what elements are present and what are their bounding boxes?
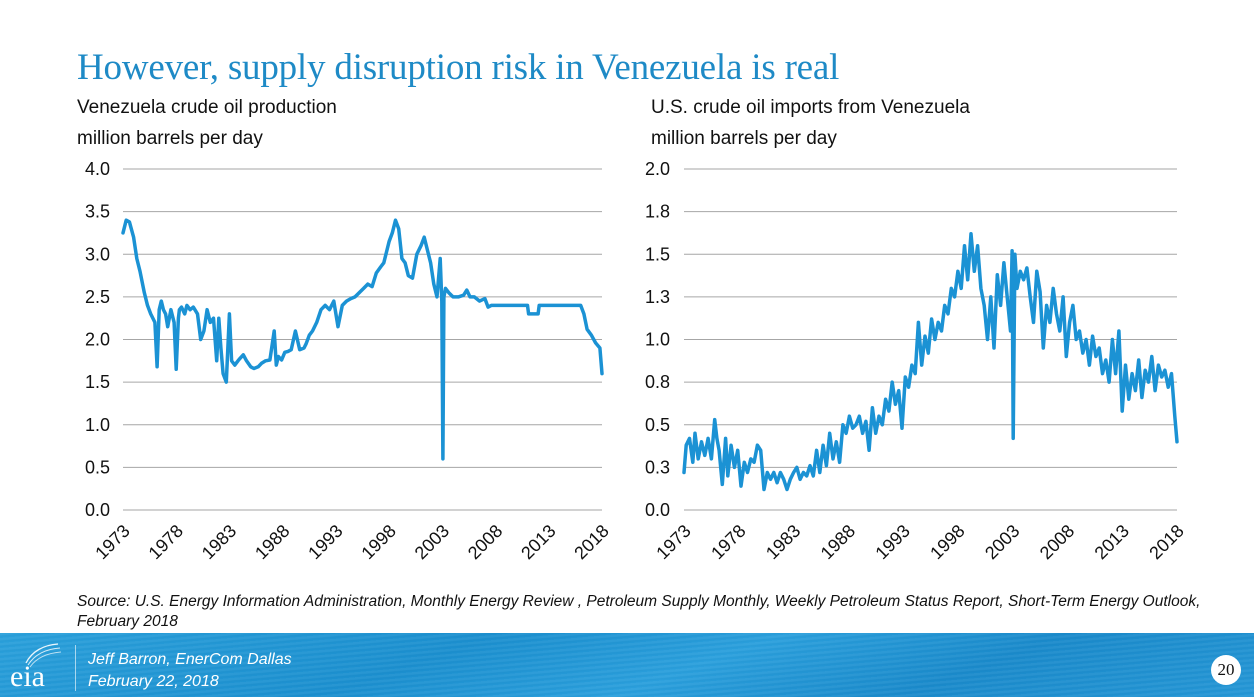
footer-divider <box>75 645 76 691</box>
footer-texture <box>0 633 1254 697</box>
y-tick-label: 0.3 <box>645 457 670 477</box>
x-tick-label: 1998 <box>926 521 968 563</box>
x-tick-label: 2003 <box>981 521 1023 563</box>
x-tick-label: 2008 <box>1036 521 1078 563</box>
x-tick-label: 1988 <box>817 521 859 563</box>
y-tick-label: 2.0 <box>85 330 110 350</box>
y-tick-label: 4.0 <box>85 159 110 179</box>
left-chart-title: Venezuela crude oil production <box>77 97 337 118</box>
y-tick-label: 2.5 <box>85 287 110 307</box>
y-tick-label: 2.0 <box>645 159 670 179</box>
y-tick-label: 0.5 <box>85 457 110 477</box>
page-number: 20 <box>1211 655 1241 685</box>
x-tick-label: 1993 <box>871 521 913 563</box>
y-tick-label: 3.5 <box>85 202 110 222</box>
footer-bar: eia Jeff Barron, EnerCom Dallas February… <box>0 633 1254 697</box>
source-note: Source: U.S. Energy Information Administ… <box>77 593 1201 630</box>
y-tick-label: 1.0 <box>85 415 110 435</box>
eia-logo-icon: eia <box>10 643 62 691</box>
x-tick-label: 1973 <box>652 521 694 563</box>
series-line <box>121 218 604 461</box>
y-tick-label: 0.0 <box>85 500 110 520</box>
y-tick-label: 1.0 <box>645 330 670 350</box>
y-tick-label: 0.5 <box>645 415 670 435</box>
logo-text: eia <box>10 660 45 691</box>
x-tick-label: 2018 <box>1145 521 1187 563</box>
y-tick-label: 0.8 <box>645 372 670 392</box>
left-chart-ylabel: million barrels per day <box>77 128 263 149</box>
y-tick-label: 3.0 <box>85 244 110 264</box>
y-tick-label: 1.5 <box>85 372 110 392</box>
x-tick-label: 1983 <box>762 521 804 563</box>
y-tick-label: 0.0 <box>645 500 670 520</box>
y-tick-label: 1.8 <box>645 202 670 222</box>
slide-title: However, supply disruption risk in Venez… <box>77 47 840 88</box>
x-tick-label: 2013 <box>1091 521 1133 563</box>
presenter-name: Jeff Barron, EnerCom Dallas <box>88 651 292 668</box>
y-tick-label: 1.5 <box>645 244 670 264</box>
series-line <box>682 232 1179 492</box>
y-tick-label: 1.3 <box>645 287 670 307</box>
right-chart-ylabel: million barrels per day <box>651 128 837 149</box>
right-chart-title: U.S. crude oil imports from Venezuela <box>651 97 970 118</box>
presentation-date: February 22, 2018 <box>88 673 219 690</box>
x-tick-label: 1978 <box>707 521 749 563</box>
